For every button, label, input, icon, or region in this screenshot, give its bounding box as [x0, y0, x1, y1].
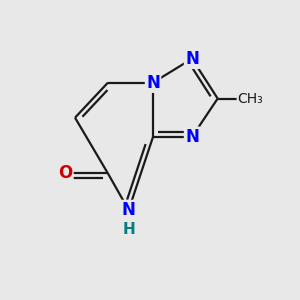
Text: N: N	[146, 74, 160, 92]
Text: CH₃: CH₃	[238, 92, 263, 106]
Text: O: O	[58, 164, 72, 182]
Text: H: H	[122, 222, 135, 237]
Text: N: N	[122, 201, 136, 219]
Text: N: N	[185, 128, 199, 146]
Text: N: N	[185, 50, 199, 68]
